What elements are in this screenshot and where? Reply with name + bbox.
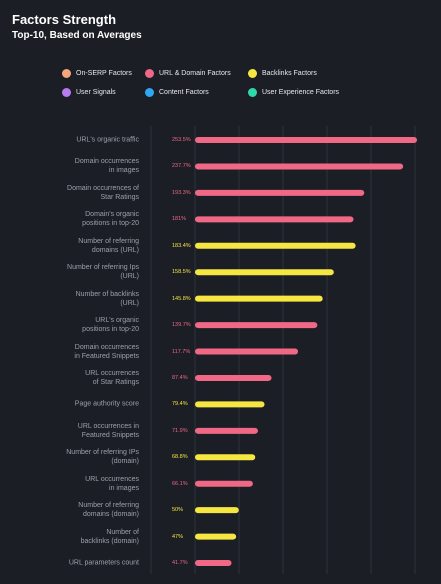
category-label: URL's organic positions in top-20 (82, 317, 139, 334)
bar (195, 560, 232, 566)
legend-swatch (248, 88, 257, 97)
legend-label: Content Factors (159, 89, 209, 96)
value-label: 79.4% (172, 401, 188, 408)
bar (195, 189, 365, 196)
value-label: 66.1% (172, 480, 188, 487)
value-label: 41.7% (172, 560, 188, 566)
value-label: 139.7% (172, 322, 191, 329)
chart-subtitle: Top-10, Based on Averages (12, 30, 142, 41)
value-label: 181% (172, 216, 187, 223)
value-label: 71.9% (172, 427, 188, 434)
bar (195, 322, 318, 329)
bar (195, 269, 334, 276)
value-label: 253.5% (172, 137, 191, 143)
legend-item: URL & Domain Factors (145, 69, 231, 78)
category-label: Number of referring domains (URL) (78, 237, 139, 254)
chart-title: Factors Strength (12, 12, 117, 27)
legend-label: User Signals (76, 89, 116, 96)
bar (195, 401, 265, 408)
legend-swatch (62, 88, 71, 97)
category-label: URL occurrences of Star Ratings (85, 369, 139, 386)
bar (195, 295, 323, 302)
category-label: Number of referring Ips (URL) (67, 264, 139, 281)
category-label: URL occurrences in images (85, 475, 139, 492)
category-label: URL occurrences in Featured Snippets (77, 422, 139, 439)
legend-label: On-SERP Factors (76, 70, 132, 77)
legend-swatch (145, 88, 154, 97)
value-label: 237.7% (172, 163, 191, 170)
legend-item: User Experience Factors (248, 88, 339, 97)
value-label: 68.8% (172, 454, 188, 461)
category-label: Number of referring IPs (domain) (66, 449, 139, 466)
value-label: 145.8% (172, 295, 191, 302)
value-label: 47% (172, 533, 184, 540)
legend-item: On-SERP Factors (62, 69, 132, 78)
category-label: Number of backlinks (URL) (75, 290, 139, 307)
value-label: 158.5% (172, 269, 191, 276)
bar (195, 507, 239, 514)
category-label: Domain's organic positions in top-20 (82, 211, 139, 228)
value-label: 193.3% (172, 189, 191, 196)
bar (195, 242, 356, 249)
legend-label: User Experience Factors (262, 89, 340, 96)
category-label: Domain occurrences in images (74, 158, 139, 175)
category-label: Number of referring domains (domain) (78, 502, 139, 519)
category-label: Domain occurrences in Featured Snippets (74, 343, 139, 360)
bar (195, 454, 256, 461)
legend-swatch (145, 69, 154, 78)
legend-item: Backlinks Factors (248, 69, 317, 78)
category-label: Number of backlinks (domain) (80, 528, 139, 545)
legend-item: User Signals (62, 88, 116, 97)
legend-item: Content Factors (145, 88, 209, 97)
legend-label: Backlinks Factors (262, 70, 317, 77)
value-label: 117.7% (172, 348, 191, 355)
value-label: 50% (172, 507, 184, 514)
value-label: 87.4% (172, 374, 188, 381)
bar (195, 137, 417, 143)
bar (195, 163, 404, 170)
value-label: 183.4% (172, 242, 191, 249)
bar (195, 533, 237, 540)
bar (195, 427, 258, 434)
bar (195, 480, 253, 487)
bar (195, 216, 354, 223)
legend-label: URL & Domain Factors (159, 70, 231, 77)
category-label: URL parameters count (68, 559, 139, 567)
legend-swatch (62, 69, 71, 78)
bar (195, 374, 272, 381)
category-label: Page authority score (74, 400, 139, 408)
category-label: URL's organic traffic (76, 136, 139, 144)
legend-swatch (248, 69, 257, 78)
category-label: Domain occurrences of Star Ratings (67, 184, 139, 201)
bar (195, 348, 299, 355)
